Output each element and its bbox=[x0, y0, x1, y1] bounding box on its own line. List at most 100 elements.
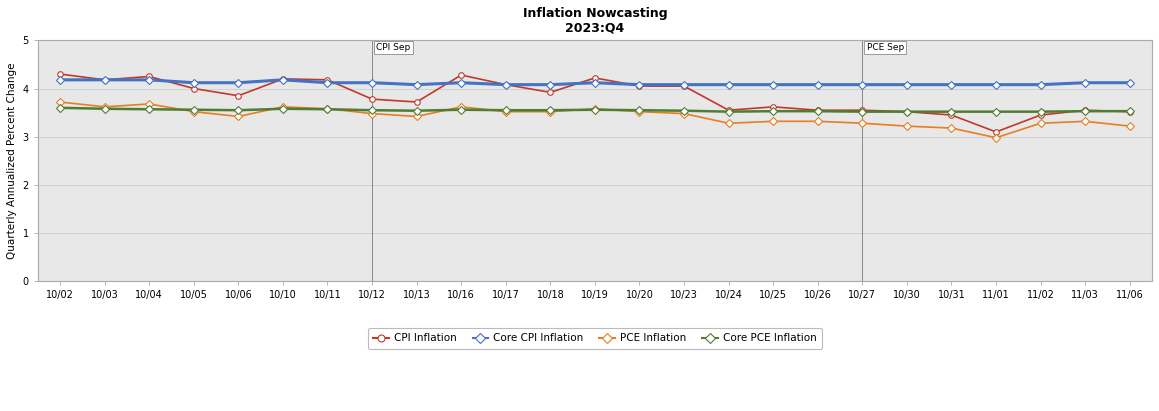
CPI Inflation bbox=[811, 108, 825, 113]
Core CPI Inflation bbox=[454, 80, 468, 85]
CPI Inflation bbox=[855, 108, 869, 113]
PCE Inflation bbox=[454, 104, 468, 109]
Core CPI Inflation bbox=[276, 77, 290, 82]
PCE Inflation bbox=[722, 121, 736, 126]
CPI Inflation bbox=[365, 97, 379, 102]
Core CPI Inflation bbox=[766, 82, 780, 87]
Line: Core PCE Inflation: Core PCE Inflation bbox=[57, 105, 1132, 114]
Core PCE Inflation bbox=[454, 107, 468, 112]
Core PCE Inflation bbox=[1034, 109, 1048, 114]
PCE Inflation bbox=[232, 114, 246, 119]
Core PCE Inflation bbox=[899, 109, 913, 114]
PCE Inflation bbox=[766, 119, 780, 124]
Core CPI Inflation bbox=[855, 82, 869, 87]
PCE Inflation bbox=[811, 119, 825, 124]
Core CPI Inflation bbox=[1034, 82, 1048, 87]
Core PCE Inflation bbox=[321, 107, 335, 112]
Core CPI Inflation bbox=[544, 82, 557, 87]
PCE Inflation bbox=[365, 111, 379, 116]
Core PCE Inflation bbox=[232, 108, 246, 113]
Line: PCE Inflation: PCE Inflation bbox=[57, 99, 1132, 141]
Y-axis label: Quarterly Annualized Percent Change: Quarterly Annualized Percent Change bbox=[7, 62, 17, 259]
CPI Inflation bbox=[1123, 109, 1137, 114]
Core CPI Inflation bbox=[365, 80, 379, 85]
Core PCE Inflation bbox=[409, 108, 423, 113]
CPI Inflation bbox=[899, 109, 913, 114]
PCE Inflation bbox=[1123, 124, 1137, 129]
Core PCE Inflation bbox=[633, 108, 647, 113]
CPI Inflation bbox=[321, 77, 335, 82]
Core PCE Inflation bbox=[855, 109, 869, 114]
PCE Inflation bbox=[989, 135, 1003, 140]
CPI Inflation bbox=[276, 76, 290, 81]
CPI Inflation bbox=[187, 86, 201, 91]
PCE Inflation bbox=[1078, 119, 1092, 124]
CPI Inflation bbox=[498, 82, 512, 87]
Core PCE Inflation bbox=[722, 109, 736, 114]
CPI Inflation bbox=[989, 129, 1003, 134]
PCE Inflation bbox=[97, 104, 111, 109]
Core PCE Inflation bbox=[276, 106, 290, 111]
Core PCE Inflation bbox=[498, 108, 512, 113]
CPI Inflation bbox=[454, 72, 468, 77]
Title: Inflation Nowcasting
2023:Q4: Inflation Nowcasting 2023:Q4 bbox=[523, 7, 668, 35]
CPI Inflation bbox=[1078, 108, 1092, 113]
Core CPI Inflation bbox=[811, 82, 825, 87]
PCE Inflation bbox=[143, 102, 156, 106]
Core CPI Inflation bbox=[409, 82, 423, 87]
PCE Inflation bbox=[633, 109, 647, 114]
Core PCE Inflation bbox=[53, 105, 67, 110]
Core CPI Inflation bbox=[321, 80, 335, 85]
Core CPI Inflation bbox=[899, 82, 913, 87]
PCE Inflation bbox=[1034, 121, 1048, 126]
CPI Inflation bbox=[945, 113, 958, 118]
Core CPI Inflation bbox=[677, 82, 691, 87]
CPI Inflation bbox=[722, 108, 736, 113]
CPI Inflation bbox=[1034, 113, 1048, 118]
Core CPI Inflation bbox=[143, 77, 156, 82]
PCE Inflation bbox=[544, 109, 557, 114]
CPI Inflation bbox=[409, 99, 423, 104]
Core PCE Inflation bbox=[1078, 109, 1092, 114]
CPI Inflation bbox=[633, 83, 647, 88]
Core CPI Inflation bbox=[989, 82, 1003, 87]
Core CPI Inflation bbox=[1078, 80, 1092, 85]
CPI Inflation bbox=[143, 74, 156, 79]
Core PCE Inflation bbox=[766, 109, 780, 114]
Text: CPI Sep: CPI Sep bbox=[377, 43, 410, 52]
Legend: CPI Inflation, Core CPI Inflation, PCE Inflation, Core PCE Inflation: CPI Inflation, Core CPI Inflation, PCE I… bbox=[369, 328, 822, 349]
Core PCE Inflation bbox=[945, 109, 958, 114]
CPI Inflation bbox=[232, 93, 246, 98]
Core PCE Inflation bbox=[989, 109, 1003, 114]
PCE Inflation bbox=[321, 106, 335, 111]
Core CPI Inflation bbox=[945, 82, 958, 87]
Core CPI Inflation bbox=[232, 80, 246, 85]
CPI Inflation bbox=[588, 76, 602, 81]
PCE Inflation bbox=[588, 106, 602, 111]
Core PCE Inflation bbox=[677, 108, 691, 113]
Core CPI Inflation bbox=[633, 82, 647, 87]
CPI Inflation bbox=[53, 72, 67, 76]
PCE Inflation bbox=[855, 121, 869, 126]
PCE Inflation bbox=[498, 109, 512, 114]
Core CPI Inflation bbox=[1123, 80, 1137, 85]
PCE Inflation bbox=[53, 99, 67, 104]
PCE Inflation bbox=[409, 114, 423, 119]
PCE Inflation bbox=[945, 126, 958, 131]
PCE Inflation bbox=[899, 124, 913, 129]
Core CPI Inflation bbox=[187, 80, 201, 85]
CPI Inflation bbox=[97, 77, 111, 82]
PCE Inflation bbox=[677, 111, 691, 116]
Core CPI Inflation bbox=[53, 77, 67, 82]
PCE Inflation bbox=[276, 104, 290, 109]
CPI Inflation bbox=[766, 104, 780, 109]
Core CPI Inflation bbox=[722, 82, 736, 87]
Line: CPI Inflation: CPI Inflation bbox=[57, 71, 1132, 135]
CPI Inflation bbox=[677, 83, 691, 88]
Core PCE Inflation bbox=[97, 106, 111, 111]
Core PCE Inflation bbox=[187, 107, 201, 112]
Core PCE Inflation bbox=[365, 108, 379, 113]
Core PCE Inflation bbox=[1123, 109, 1137, 114]
Core PCE Inflation bbox=[544, 108, 557, 113]
Text: PCE Sep: PCE Sep bbox=[867, 43, 904, 52]
